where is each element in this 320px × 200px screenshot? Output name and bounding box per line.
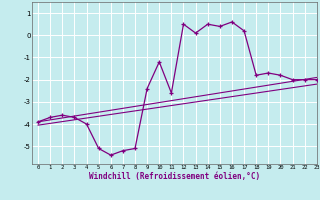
X-axis label: Windchill (Refroidissement éolien,°C): Windchill (Refroidissement éolien,°C) bbox=[89, 172, 260, 181]
